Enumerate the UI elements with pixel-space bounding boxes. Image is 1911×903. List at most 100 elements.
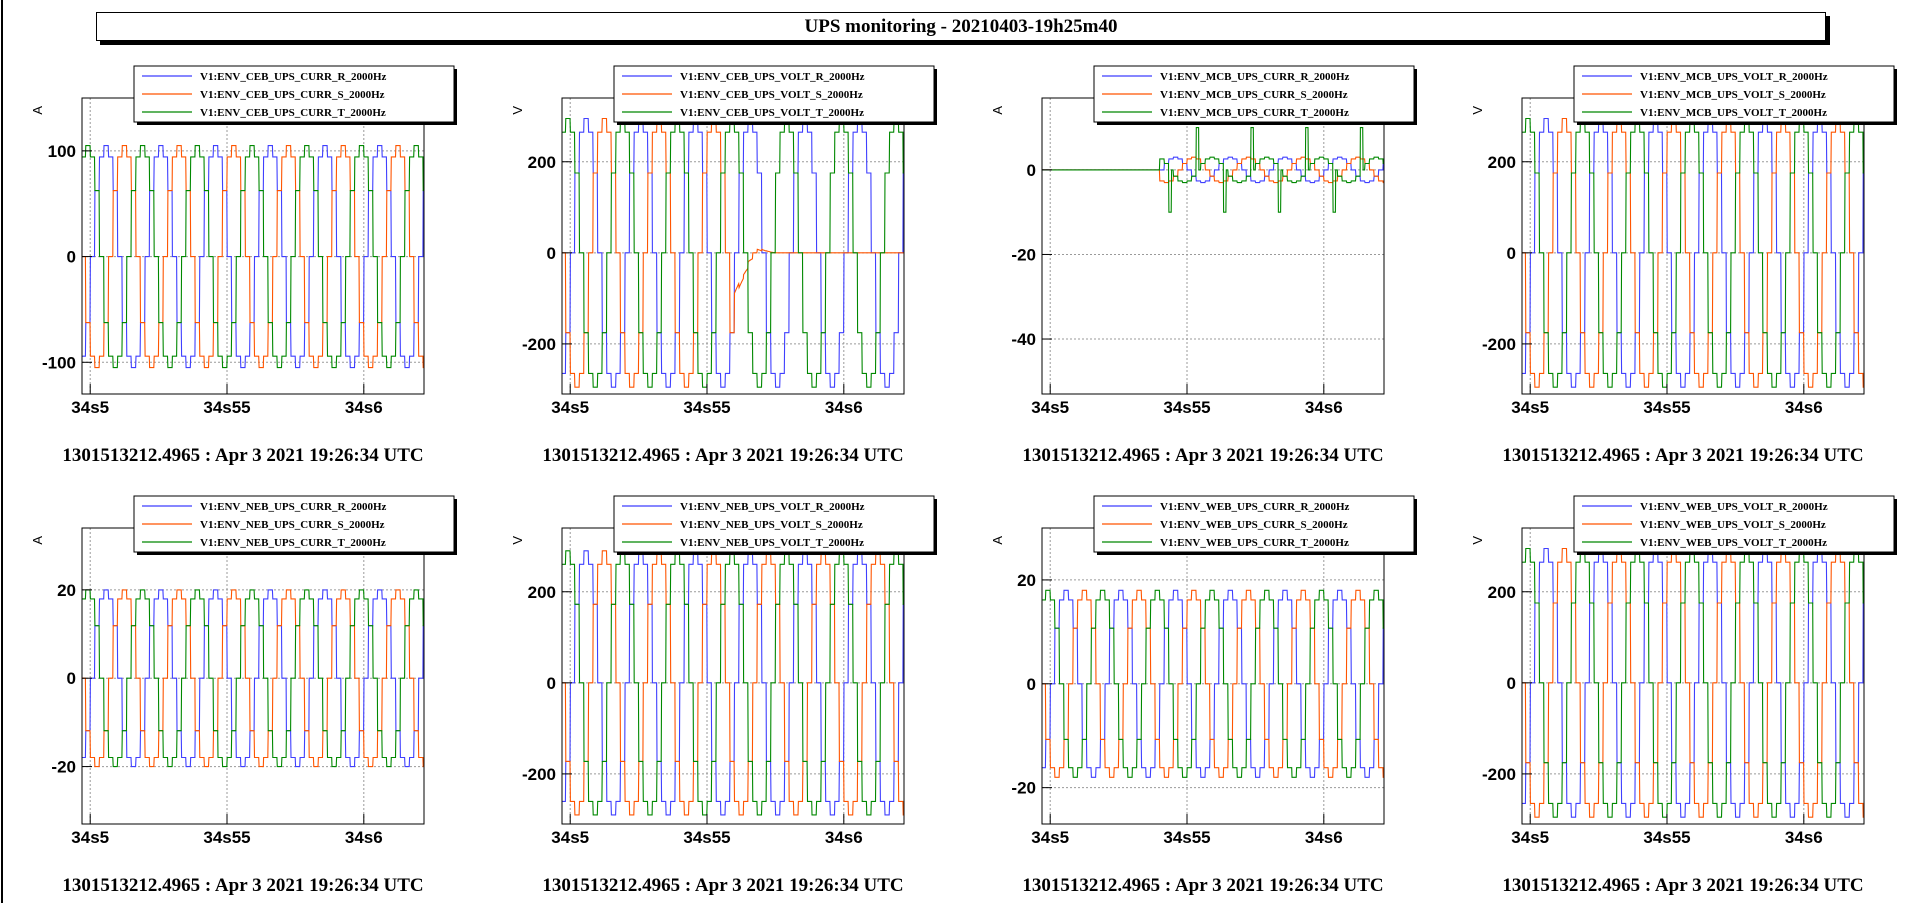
series-line-phase-t bbox=[1042, 127, 1384, 213]
legend-entry-label: V1:ENV_MCB_UPS_VOLT_S_2000Hz bbox=[1640, 89, 1826, 101]
y-axis-unit-label: V bbox=[510, 106, 525, 115]
legend-entry-label: V1:ENV_NEB_UPS_CURR_S_2000Hz bbox=[200, 519, 385, 531]
legend-entry-label: V1:ENV_NEB_UPS_VOLT_S_2000Hz bbox=[680, 519, 863, 531]
legend-entry-label: V1:ENV_CEB_UPS_VOLT_R_2000Hz bbox=[680, 71, 865, 83]
chart-panel-1: -100 0 100 34s5 34s55 34s6 A 1301513212.4965 : … bbox=[30, 65, 457, 466]
legend-entry-label: V1:ENV_MCB_UPS_CURR_S_2000Hz bbox=[1160, 89, 1348, 101]
y-tick-label: -20 bbox=[1011, 779, 1036, 798]
x-axis-caption: 1301513212.4965 : Apr 3 2021 19:26:34 UT… bbox=[1022, 875, 1383, 896]
x-axis-caption: 1301513212.4965 : Apr 3 2021 19:26:34 UT… bbox=[542, 445, 903, 466]
legend-entry-label: V1:ENV_CEB_UPS_CURR_T_2000Hz bbox=[200, 107, 386, 119]
legend-entry-label: V1:ENV_WEB_UPS_CURR_R_2000Hz bbox=[1160, 501, 1350, 513]
x-tick-label: 34s5 bbox=[551, 828, 589, 847]
series-line-phase-s bbox=[562, 117, 904, 388]
y-tick-label: -200 bbox=[1482, 765, 1516, 784]
legend-entry-label: V1:ENV_WEB_UPS_CURR_S_2000Hz bbox=[1160, 519, 1348, 531]
legend-entry-label: V1:ENV_WEB_UPS_VOLT_T_2000Hz bbox=[1640, 537, 1827, 549]
x-tick-label: 34s55 bbox=[203, 398, 250, 417]
y-tick-label: 20 bbox=[57, 581, 76, 600]
series-line-phase-s bbox=[562, 550, 904, 816]
x-tick-label: 34s5 bbox=[71, 828, 109, 847]
y-tick-label: 20 bbox=[1017, 571, 1036, 590]
legend-entry-label: V1:ENV_NEB_UPS_CURR_T_2000Hz bbox=[200, 537, 386, 549]
y-tick-label: 100 bbox=[48, 142, 76, 161]
left-frame-line bbox=[1, 0, 3, 903]
y-tick-label: 0 bbox=[67, 669, 76, 688]
y-tick-label: -200 bbox=[1482, 335, 1516, 354]
series-line-phase-t bbox=[82, 589, 424, 768]
y-axis-unit-label: A bbox=[30, 106, 45, 115]
x-tick-label: 34s55 bbox=[1643, 398, 1690, 417]
y-tick-label: 0 bbox=[1027, 161, 1036, 180]
x-tick-label: 34s5 bbox=[1511, 398, 1549, 417]
legend-entry-label: V1:ENV_WEB_UPS_VOLT_S_2000Hz bbox=[1640, 519, 1826, 531]
y-axis-unit-label: A bbox=[990, 106, 1005, 115]
x-tick-label: 34s5 bbox=[551, 398, 589, 417]
y-tick-label: 0 bbox=[67, 248, 76, 267]
x-tick-label: 34s5 bbox=[71, 398, 109, 417]
x-axis-caption: 1301513212.4965 : Apr 3 2021 19:26:34 UT… bbox=[62, 445, 423, 466]
x-tick-label: 34s6 bbox=[825, 828, 863, 847]
y-tick-label: -20 bbox=[1011, 245, 1036, 264]
y-axis-unit-label: V bbox=[510, 536, 525, 545]
x-axis-caption: 1301513212.4965 : Apr 3 2021 19:26:34 UT… bbox=[1502, 875, 1863, 896]
legend-entry-label: V1:ENV_NEB_UPS_CURR_R_2000Hz bbox=[200, 501, 387, 513]
x-tick-label: 34s6 bbox=[1305, 398, 1343, 417]
x-axis-caption: 1301513212.4965 : Apr 3 2021 19:26:34 UT… bbox=[542, 875, 903, 896]
x-tick-label: 34s55 bbox=[683, 398, 730, 417]
chart-panel-8: -200 0 200 34s5 34s55 34s6 V 1301513212.4965 : … bbox=[1470, 495, 1897, 896]
y-tick-label: 0 bbox=[1507, 674, 1516, 693]
legend-entry-label: V1:ENV_MCB_UPS_CURR_R_2000Hz bbox=[1160, 71, 1350, 83]
x-tick-label: 34s55 bbox=[1163, 828, 1210, 847]
x-tick-label: 34s6 bbox=[345, 398, 383, 417]
y-axis-unit-label: A bbox=[990, 536, 1005, 545]
x-tick-label: 34s6 bbox=[345, 828, 383, 847]
legend-entry-label: V1:ENV_WEB_UPS_VOLT_R_2000Hz bbox=[1640, 501, 1828, 513]
y-tick-label: -20 bbox=[51, 758, 76, 777]
x-tick-label: 34s6 bbox=[825, 398, 863, 417]
y-axis-unit-label: A bbox=[30, 536, 45, 545]
series-line-phase-s bbox=[82, 589, 424, 768]
x-tick-label: 34s6 bbox=[1785, 828, 1823, 847]
chart-panel-2: -200 0 200 34s5 34s55 34s6 V 1301513212.4965 : … bbox=[510, 65, 937, 466]
y-axis-unit-label: V bbox=[1470, 106, 1485, 115]
y-tick-label: 0 bbox=[547, 674, 556, 693]
y-tick-label: 0 bbox=[1507, 244, 1516, 263]
x-tick-label: 34s6 bbox=[1785, 398, 1823, 417]
x-tick-label: 34s6 bbox=[1305, 828, 1343, 847]
y-tick-label: 0 bbox=[1027, 675, 1036, 694]
legend-entry-label: V1:ENV_MCB_UPS_VOLT_R_2000Hz bbox=[1640, 71, 1828, 83]
legend-entry-label: V1:ENV_MCB_UPS_VOLT_T_2000Hz bbox=[1640, 107, 1827, 119]
x-tick-label: 34s55 bbox=[1163, 398, 1210, 417]
x-tick-label: 34s55 bbox=[203, 828, 250, 847]
x-tick-label: 34s5 bbox=[1031, 828, 1069, 847]
series-line-phase-t bbox=[1042, 589, 1384, 778]
x-axis-caption: 1301513212.4965 : Apr 3 2021 19:26:34 UT… bbox=[1502, 445, 1863, 466]
legend-entry-label: V1:ENV_NEB_UPS_VOLT_T_2000Hz bbox=[680, 537, 864, 549]
legend-entry-label: V1:ENV_CEB_UPS_CURR_S_2000Hz bbox=[200, 89, 385, 101]
chart-panel-6: -200 0 200 34s5 34s55 34s6 V 1301513212.4965 : … bbox=[510, 495, 937, 896]
series-line-phase-s bbox=[82, 145, 424, 369]
y-tick-label: 200 bbox=[1488, 583, 1516, 602]
y-tick-label: 0 bbox=[547, 244, 556, 263]
legend-entry-label: V1:ENV_NEB_UPS_VOLT_R_2000Hz bbox=[680, 501, 865, 513]
y-tick-label: -40 bbox=[1011, 330, 1036, 349]
x-tick-label: 34s5 bbox=[1031, 398, 1069, 417]
y-tick-label: -200 bbox=[522, 335, 556, 354]
legend-entry-label: V1:ENV_WEB_UPS_CURR_T_2000Hz bbox=[1160, 537, 1349, 549]
series-line-phase-s bbox=[1522, 117, 1864, 388]
legend-entry-label: V1:ENV_CEB_UPS_CURR_R_2000Hz bbox=[200, 71, 387, 83]
y-tick-label: -200 bbox=[522, 765, 556, 784]
y-tick-label: 200 bbox=[528, 583, 556, 602]
plot-frame bbox=[1041, 97, 1385, 395]
legend-entry-label: V1:ENV_CEB_UPS_VOLT_T_2000Hz bbox=[680, 107, 864, 119]
series-line-phase-s bbox=[1042, 589, 1384, 778]
x-tick-label: 34s55 bbox=[683, 828, 730, 847]
chart-panel-7: -20 0 20 34s5 34s55 34s6 A 1301513212.4965 : Ap… bbox=[990, 495, 1417, 896]
y-tick-label: 200 bbox=[528, 153, 556, 172]
legend-entry-label: V1:ENV_MCB_UPS_CURR_T_2000Hz bbox=[1160, 107, 1349, 119]
x-axis-caption: 1301513212.4965 : Apr 3 2021 19:26:34 UT… bbox=[62, 875, 423, 896]
x-tick-label: 34s5 bbox=[1511, 828, 1549, 847]
x-tick-label: 34s55 bbox=[1643, 828, 1690, 847]
